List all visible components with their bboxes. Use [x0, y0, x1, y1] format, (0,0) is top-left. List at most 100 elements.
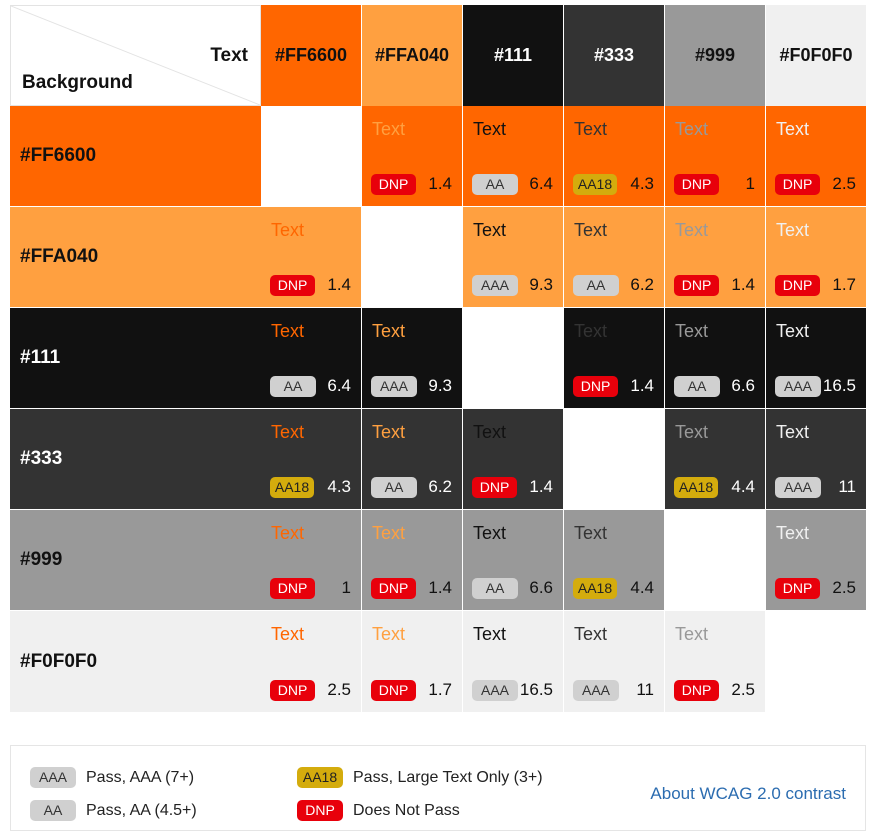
rating-badge: AAA	[573, 680, 619, 701]
contrast-cell: Text DNP 1.4	[261, 207, 361, 307]
sample-text: Text	[574, 321, 608, 341]
empty-cell	[261, 106, 361, 206]
legend-badge-aa: AA	[30, 800, 76, 821]
contrast-cell: Text DNP 1.7	[766, 207, 866, 307]
sample-text: Text	[372, 422, 406, 442]
contrast-ratio: 6.6	[529, 578, 553, 597]
contrast-cell: Text AA 6.4	[261, 308, 361, 408]
row-header-111: #111	[10, 308, 261, 408]
rating-badge: AAA	[775, 477, 821, 498]
rating-badge: AA	[472, 174, 518, 195]
rating-badge: AAA	[775, 376, 821, 397]
rating-badge: DNP	[371, 174, 416, 195]
contrast-grid: Text Background #FF6600 #FF6600 #FFA040 #FF…	[10, 5, 866, 712]
legend-badge-dnp: DNP	[297, 800, 343, 821]
sample-text: Text	[271, 220, 305, 240]
contrast-cell: Text AA 6.2	[362, 409, 462, 509]
sample-text: Text	[776, 523, 810, 543]
legend-item-dnp: DNP Does Not Pass	[297, 800, 460, 821]
corner-header: Text Background	[10, 5, 261, 106]
rating-badge: AA	[573, 275, 619, 296]
sample-text: Text	[473, 119, 507, 139]
sample-text: Text	[473, 422, 507, 442]
contrast-ratio: 1.4	[630, 376, 654, 395]
contrast-ratio: 2.5	[327, 680, 351, 699]
row-header-f0f0f0: #F0F0F0	[10, 611, 261, 712]
contrast-ratio: 16.5	[822, 376, 856, 395]
sample-text: Text	[473, 523, 507, 543]
contrast-ratio: 1.4	[428, 578, 452, 597]
sample-text: Text	[574, 119, 608, 139]
text-axis-label: Text	[210, 45, 248, 66]
contrast-ratio: 6.6	[731, 376, 755, 395]
contrast-ratio: 9.3	[529, 275, 553, 294]
rating-badge: DNP	[270, 578, 315, 599]
background-axis-label: Background	[22, 72, 133, 93]
legend-badge-aaa: AAA	[30, 767, 76, 788]
sample-text: Text	[675, 422, 709, 442]
sample-text: Text	[776, 422, 810, 442]
contrast-cell: Text AAA 16.5	[766, 308, 866, 408]
contrast-ratio: 4.3	[630, 174, 654, 193]
contrast-ratio: 11	[636, 680, 654, 699]
rating-badge: AA18	[573, 578, 617, 599]
rating-badge: DNP	[371, 578, 416, 599]
sample-text: Text	[372, 523, 406, 543]
sample-text: Text	[776, 220, 810, 240]
contrast-ratio: 1.4	[327, 275, 351, 294]
contrast-cell: Text DNP 2.5	[766, 510, 866, 610]
row-header-333: #333	[10, 409, 261, 509]
sample-text: Text	[574, 220, 608, 240]
column-header-f0f0f0: #F0F0F0	[766, 5, 866, 106]
rating-badge: DNP	[472, 477, 517, 498]
about-wcag-link[interactable]: About WCAG 2.0 contrast	[650, 784, 846, 803]
contrast-ratio: 4.4	[630, 578, 654, 597]
rating-badge: DNP	[674, 680, 719, 701]
contrast-ratio: 6.4	[529, 174, 553, 193]
column-header-ffa040: #FFA040	[362, 5, 462, 106]
contrast-ratio: 1.4	[731, 275, 755, 294]
contrast-ratio: 2.5	[832, 174, 856, 193]
contrast-ratio: 6.2	[428, 477, 452, 496]
sample-text: Text	[574, 624, 608, 644]
sample-text: Text	[574, 523, 608, 543]
rating-badge: DNP	[573, 376, 618, 397]
rating-badge: DNP	[270, 680, 315, 701]
sample-text: Text	[271, 523, 305, 543]
sample-text: Text	[271, 422, 305, 442]
contrast-cell: Text AA18 4.3	[261, 409, 361, 509]
contrast-ratio: 2.5	[731, 680, 755, 699]
contrast-cell: Text DNP 1	[665, 106, 765, 206]
contrast-cell: Text AAA 11	[564, 611, 664, 712]
sample-text: Text	[372, 624, 406, 644]
contrast-ratio: 4.4	[731, 477, 755, 496]
row-header-ff6600: #FF6600	[10, 106, 261, 206]
diagonal-divider	[11, 6, 260, 105]
sample-text: Text	[271, 624, 305, 644]
sample-text: Text	[776, 119, 810, 139]
column-header-111: #111	[463, 5, 563, 106]
empty-cell	[463, 308, 563, 408]
sample-text: Text	[473, 220, 507, 240]
contrast-ratio: 4.3	[327, 477, 351, 496]
contrast-ratio: 1.4	[529, 477, 553, 496]
contrast-ratio: 1.7	[428, 680, 452, 699]
contrast-ratio: 1	[341, 578, 351, 597]
legend-item-aa18: AA18 Pass, Large Text Only (3+)	[297, 767, 543, 788]
sample-text: Text	[675, 321, 709, 341]
contrast-cell: Text AA18 4.3	[564, 106, 664, 206]
row-header-999: #999	[10, 510, 261, 610]
column-header-ff6600: #FF6600	[261, 5, 361, 106]
sample-text: Text	[473, 624, 507, 644]
empty-cell	[564, 409, 664, 509]
legend-item-aa: AA Pass, AA (4.5+)	[30, 800, 197, 821]
sample-text: Text	[372, 119, 406, 139]
contrast-cell: Text DNP 2.5	[766, 106, 866, 206]
legend-text-aa: Pass, AA (4.5+)	[86, 801, 197, 819]
rating-badge: DNP	[371, 680, 416, 701]
contrast-cell: Text DNP 2.5	[261, 611, 361, 712]
contrast-cell: Text AAA 9.3	[362, 308, 462, 408]
legend-item-aaa: AAA Pass, AAA (7+)	[30, 767, 194, 788]
contrast-cell: Text AA 6.2	[564, 207, 664, 307]
rating-badge: AA	[371, 477, 417, 498]
